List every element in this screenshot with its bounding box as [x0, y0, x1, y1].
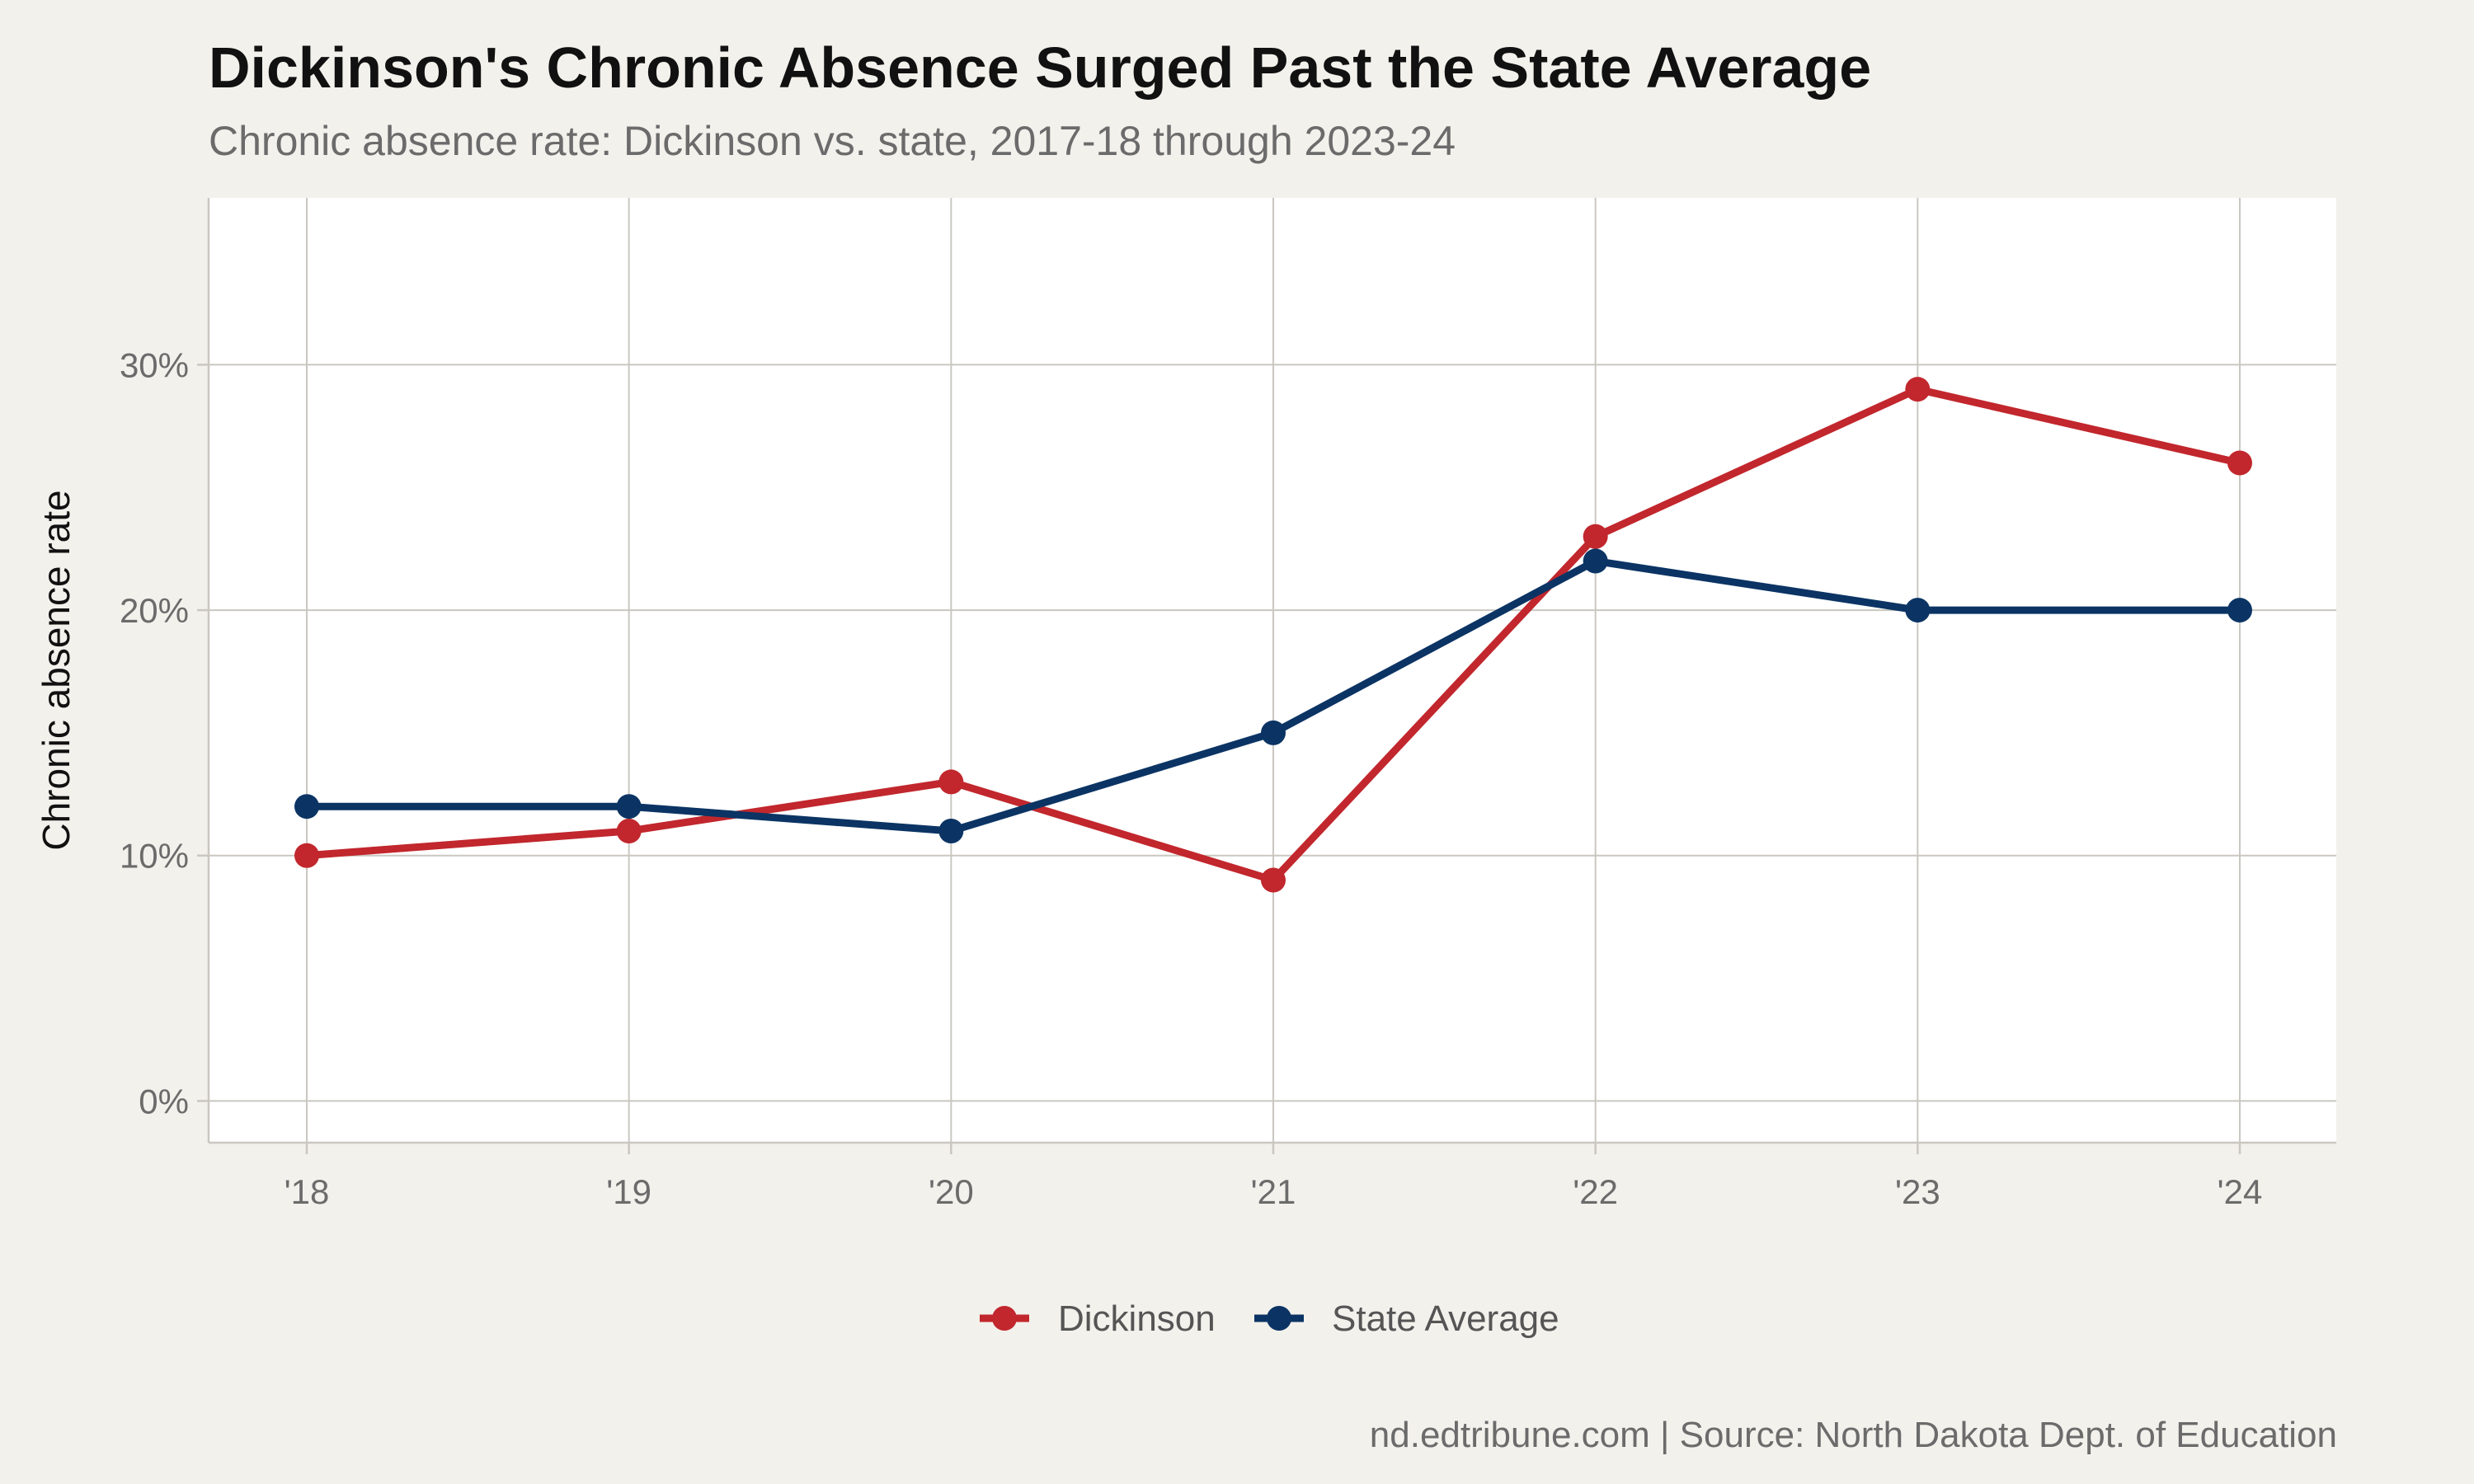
series-dickinson	[294, 377, 2252, 893]
chart-subtitle: Chronic absence rate: Dickinson vs. stat…	[209, 118, 1456, 164]
x-tick-label: '23	[1895, 1172, 1940, 1211]
legend-label: Dickinson	[1058, 1298, 1216, 1339]
data-point	[1261, 720, 1286, 745]
data-point	[1583, 524, 1608, 549]
y-tick-label: 20%	[120, 591, 189, 630]
legend-point-key	[1267, 1306, 1291, 1331]
data-point	[938, 818, 964, 843]
x-axis-ticks: '18 '19 '20 '21 '22 '23 '24	[285, 1143, 2263, 1211]
data-point	[1905, 598, 1931, 623]
x-tick-label: '24	[2218, 1172, 2263, 1211]
legend-point-key	[992, 1306, 1017, 1331]
y-axis-ticks: 0% 10% 20% 30%	[120, 345, 209, 1120]
legend-item: State Average	[1254, 1298, 1559, 1339]
chart-title: Dickinson's Chronic Absence Surged Past …	[209, 35, 1872, 100]
series-lines	[294, 377, 2252, 893]
y-tick-label: 0%	[139, 1082, 189, 1120]
grid-lines	[209, 198, 2336, 1143]
data-point	[1905, 377, 1931, 402]
x-tick-label: '21	[1251, 1172, 1296, 1211]
series-state-average	[294, 548, 2252, 843]
data-point	[294, 794, 319, 819]
data-point	[294, 843, 319, 868]
y-tick-label: 10%	[120, 837, 189, 876]
x-tick-label: '19	[606, 1172, 651, 1211]
data-point	[2227, 450, 2252, 476]
legend-label: State Average	[1332, 1298, 1559, 1339]
y-tick-label: 30%	[120, 345, 189, 384]
x-tick-label: '18	[285, 1172, 330, 1211]
y-axis-title: Chronic absence rate	[35, 490, 78, 850]
data-point	[616, 794, 642, 819]
legend: Dickinson State Average	[980, 1298, 1559, 1339]
x-tick-label: '20	[929, 1172, 974, 1211]
x-tick-label: '22	[1573, 1172, 1618, 1211]
data-point	[2227, 598, 2252, 623]
data-point	[1261, 867, 1286, 893]
data-point	[1583, 548, 1608, 574]
source-caption: nd.edtribune.com | Source: North Dakota …	[1369, 1415, 2337, 1455]
data-point	[616, 818, 642, 843]
legend-item: Dickinson	[980, 1298, 1216, 1339]
data-point	[938, 769, 964, 795]
